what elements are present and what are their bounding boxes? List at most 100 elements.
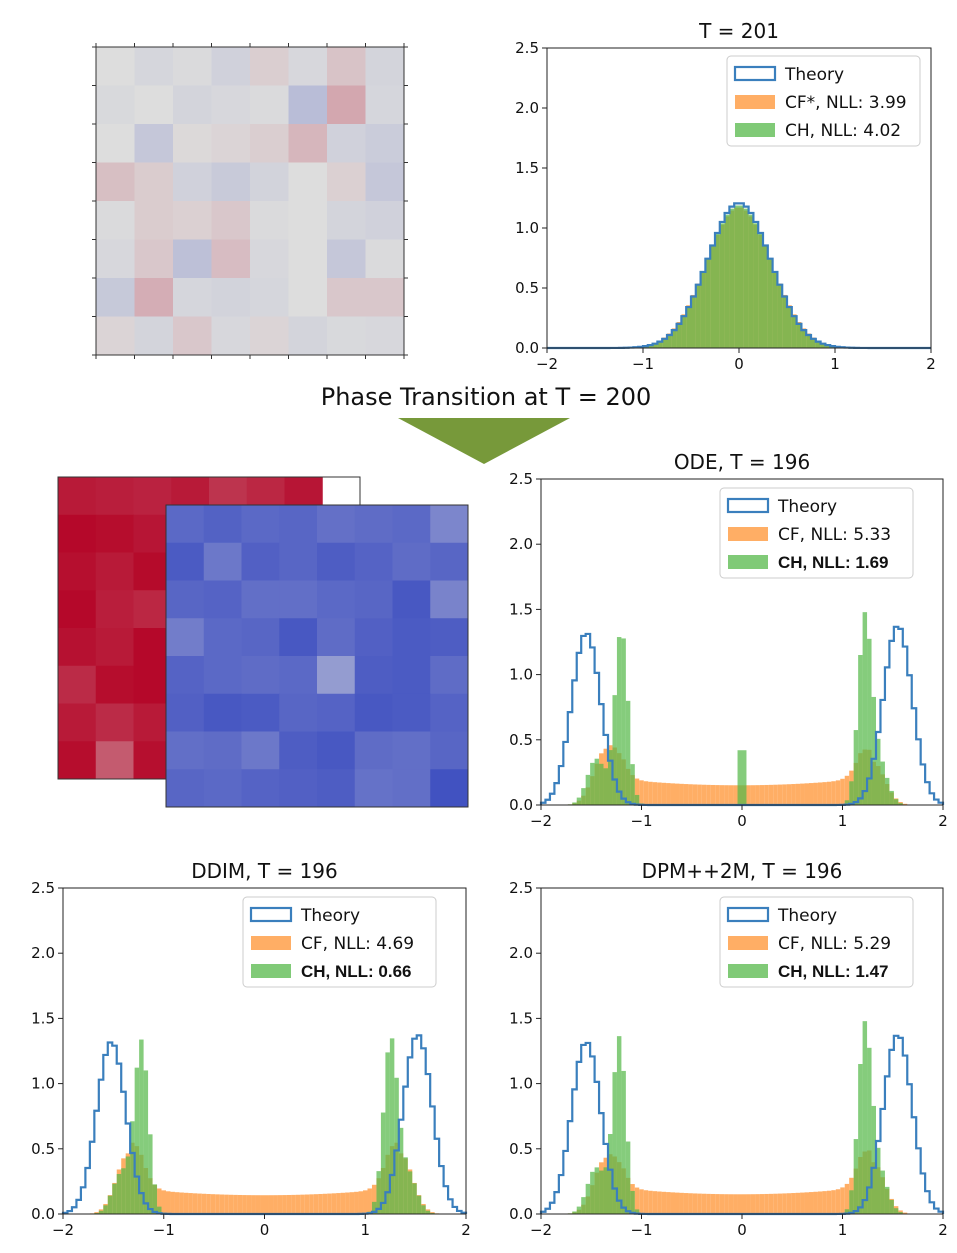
y-tick-label: 1.5 [509, 600, 533, 618]
ch-bar [603, 1167, 608, 1214]
blue-heatmap-cell [203, 731, 242, 770]
heatmap-cell [134, 47, 174, 86]
cf-bar [697, 1193, 702, 1214]
cf-bar [268, 1195, 274, 1214]
blue-heatmap-cell [392, 618, 431, 657]
heatmap-cell [365, 162, 405, 202]
red-heatmap-cell [95, 514, 134, 553]
legend-label: Theory [784, 65, 844, 85]
cf-bar [179, 1192, 184, 1214]
cf-bar [710, 1193, 716, 1214]
ch-bar [801, 329, 807, 348]
blue-heatmap-cell [430, 731, 469, 770]
blue-heatmap-cell [203, 693, 242, 732]
cf-bar [692, 1193, 698, 1214]
y-tick-label: 1.0 [31, 1075, 55, 1093]
cf-bar [237, 1194, 243, 1214]
ch-bar [820, 343, 826, 348]
cf-bar [679, 783, 684, 805]
cf-bar [750, 1194, 756, 1214]
cf-bar [165, 1191, 171, 1214]
histogram-charts: −2 −1 0 1 2 0.0 0.5 1.0 1.5 2.0 2.5 T = 201 Theory CF… [31, 19, 948, 1239]
legend-swatch-ch [728, 555, 768, 569]
cf-bar [273, 1195, 278, 1214]
chart-title: T = 201 [698, 19, 779, 43]
cf-bar [657, 782, 662, 805]
cf-bar [170, 1191, 175, 1214]
blue-heatmap-cell [279, 731, 318, 770]
ch-bar [867, 638, 872, 805]
heatmap-cell [173, 316, 212, 356]
cf-bar [354, 1191, 359, 1214]
heatmap-cell [365, 201, 405, 240]
cf-bar [750, 785, 756, 805]
blue-heatmap-cell [203, 656, 242, 695]
blue-heatmap-cell [430, 618, 469, 657]
blue-heatmap-cell [203, 505, 242, 544]
blue-heatmap-cell [392, 542, 431, 581]
cf-bar [255, 1195, 261, 1214]
y-tick-label: 1.0 [509, 666, 533, 684]
ch-bar [576, 797, 582, 805]
blue-heatmap-cell [392, 656, 431, 695]
cf-bar [755, 1194, 760, 1214]
ch-bar [572, 1211, 577, 1214]
ch-bar [125, 1156, 131, 1214]
y-tick-label: 2.5 [515, 39, 539, 57]
red-heatmap-cell [95, 741, 134, 780]
blue-heatmap-cell [430, 769, 469, 808]
heatmap-cell [365, 124, 405, 163]
cf-bar [210, 1194, 216, 1214]
blue-heatmap-cell [430, 693, 469, 732]
cf-bar [733, 1194, 738, 1214]
y-tick-label: 2.0 [509, 535, 533, 553]
cf-bar [683, 784, 689, 805]
cf-bar [206, 1193, 211, 1214]
legend-label: CF, NLL: 5.29 [778, 934, 891, 954]
blue-heatmap-cell [354, 505, 393, 544]
ch-bar [139, 1039, 144, 1214]
ch-bar [630, 1190, 635, 1214]
chart-ode: −2 −1 0 1 2 0.0 0.5 1.0 1.5 2.0 2.5 ODE, T = 196 The… [509, 450, 948, 830]
cf-bar [345, 1192, 350, 1214]
cf-bar [706, 1193, 711, 1214]
cf-bar [800, 1192, 805, 1214]
cf-bar [304, 1194, 310, 1214]
cf-bar [759, 785, 765, 805]
y-tick-label: 2.0 [31, 944, 55, 962]
ch-bar [710, 245, 715, 348]
y-tick-label: 0.0 [509, 796, 533, 814]
blue-heatmap-cell [241, 618, 280, 657]
heatmap-cell [250, 239, 289, 279]
cf-bar [733, 785, 738, 805]
heatmap-cell [134, 162, 174, 202]
cf-bar [639, 1189, 644, 1214]
blue-heatmap-cell [279, 580, 318, 619]
legend-label: Theory [777, 497, 837, 517]
heatmap-cell [250, 124, 289, 163]
y-tick-label: 2.0 [515, 99, 539, 117]
cf-bar [795, 1192, 801, 1214]
ch-bar [862, 612, 868, 805]
heatmap-cell [250, 201, 289, 240]
cf-bar [657, 1191, 662, 1214]
cf-bar [902, 1212, 908, 1214]
cf-bar [161, 1190, 166, 1214]
red-heatmap-cell [58, 665, 97, 704]
ch-bar [389, 1038, 395, 1214]
blue-heatmap-cell [392, 693, 431, 732]
blue-heatmap-cell [392, 731, 431, 770]
cf-bar [192, 1193, 198, 1214]
heatmap-cell [134, 85, 174, 125]
red-heatmap-cell [95, 590, 134, 629]
blue-heatmap-cell [430, 580, 469, 619]
ch-bar [742, 750, 747, 805]
blue-heatmap-cell [241, 505, 280, 544]
ch-bar [691, 295, 696, 348]
ch-bar [739, 205, 744, 348]
ch-bar [767, 258, 773, 348]
cf-bar [728, 785, 734, 805]
chart-dpm: −2 −1 0 1 2 0.0 0.5 1.0 1.5 2.0 2.5 DPM++2M, T = 19… [509, 859, 948, 1239]
ch-bar [616, 637, 622, 805]
phase-transition-label: Phase Transition at T = 200 [321, 383, 652, 411]
